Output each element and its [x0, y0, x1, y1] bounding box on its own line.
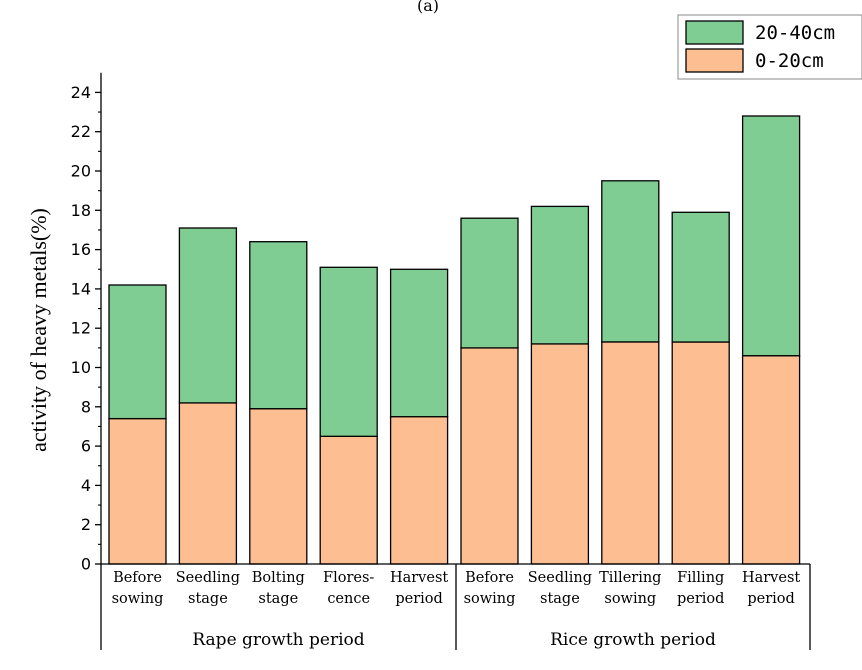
group-label-1: Rice growth period [550, 630, 716, 650]
x-category-label: Seedling stage [176, 570, 240, 607]
y-tick-label: 24 [71, 83, 91, 102]
x-category-label: Harvest period [390, 570, 448, 607]
y-tick-label: 14 [71, 279, 91, 298]
bar-lower-6 [530, 343, 590, 565]
x-category-label: Tillering sowing [599, 570, 661, 607]
bar-lower-0 [108, 417, 167, 565]
bar-upper-0 [108, 284, 167, 420]
panel-label: (a) [417, 0, 439, 15]
x-category-label: Before sowing [464, 570, 516, 607]
y-axis-title: activity of heavy metals(%) [26, 208, 51, 452]
y-tick-label: 2 [81, 515, 91, 534]
y-tick-label: 20 [71, 162, 91, 181]
bar-upper-4 [389, 268, 449, 418]
bar-lower-2 [249, 408, 308, 565]
y-tick-label: 0 [81, 555, 91, 574]
bar-upper-1 [178, 227, 238, 404]
bar-upper-3 [319, 266, 378, 437]
legend-label-0-20cm: 0-20cm [755, 50, 824, 72]
x-category-label: Harvest period [742, 570, 800, 607]
bar-upper-9 [741, 115, 801, 357]
bars-layer [108, 115, 801, 565]
bar-upper-7 [601, 180, 660, 343]
bar-lower-5 [460, 347, 519, 565]
x-category-labels: Before sowing Seedling stage Bolting stage Flo… [112, 570, 801, 607]
y-tick-label: 18 [71, 201, 91, 220]
bar-lower-7 [601, 341, 660, 565]
x-category-label: Bolting stage [252, 570, 305, 607]
y-tick-label: 6 [81, 437, 91, 456]
x-category-label: Seedling stage [528, 570, 592, 607]
y-tick-label: 10 [71, 358, 91, 377]
bar-upper-2 [249, 241, 308, 410]
bar-lower-9 [741, 355, 801, 565]
x-category-label: Flores-cence [323, 570, 374, 607]
legend: 20-40cm 0-20cm [677, 14, 862, 80]
bar-lower-8 [671, 341, 730, 565]
bar-upper-5 [460, 217, 519, 349]
y-tick-label: 22 [71, 122, 91, 141]
group-label-0: Rape growth period [192, 630, 364, 650]
x-category-label: Before sowing [112, 570, 164, 607]
legend-swatch-0-20cm [685, 48, 744, 73]
x-category-label: Filling period [677, 570, 724, 607]
y-tick-label: 12 [71, 319, 91, 338]
legend-label-20-40cm: 20-40cm [755, 22, 835, 44]
y-tick-label: 4 [81, 476, 91, 495]
group-labels: Rape growth period Rice growth period [100, 564, 811, 650]
bar-upper-6 [530, 205, 590, 345]
y-tick-label: 16 [71, 240, 91, 259]
bar-upper-8 [671, 211, 730, 343]
bar-lower-1 [178, 402, 238, 565]
y-tick-label: 8 [81, 397, 91, 416]
legend-swatch-20-40cm [685, 20, 744, 45]
bar-lower-4 [389, 415, 449, 565]
bar-lower-3 [319, 435, 378, 565]
